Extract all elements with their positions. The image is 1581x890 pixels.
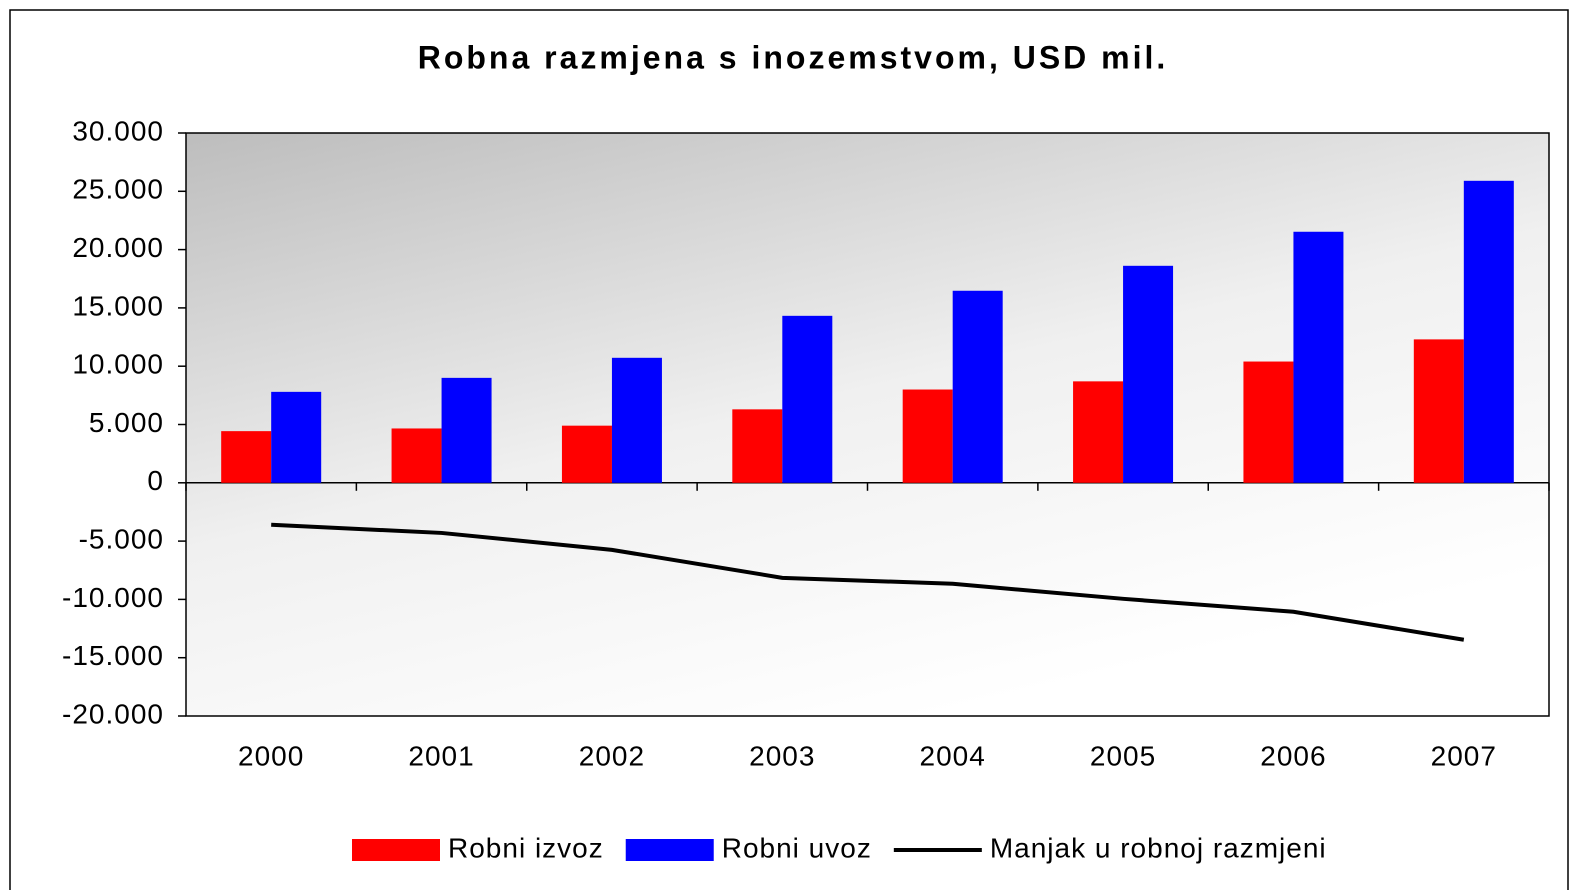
bar xyxy=(1413,339,1464,483)
x-tick-label: 2004 xyxy=(920,740,986,771)
legend-swatch xyxy=(625,839,714,861)
bar xyxy=(1243,361,1294,483)
x-tick-label: 2005 xyxy=(1090,740,1156,771)
y-tick-label: 0 xyxy=(147,465,164,496)
bar xyxy=(1463,180,1514,483)
y-tick-label: -20.000 xyxy=(62,698,164,729)
x-tick-label: 2002 xyxy=(579,740,645,771)
y-tick-label: -5.000 xyxy=(79,523,164,554)
y-tick-label: -15.000 xyxy=(62,640,164,671)
legend-swatch xyxy=(352,839,440,861)
legend-label: Robni izvoz xyxy=(448,832,604,863)
bar xyxy=(611,357,662,483)
y-tick-label: 10.000 xyxy=(72,349,164,380)
y-tick-label: -10.000 xyxy=(62,582,164,613)
x-tick-label: 2001 xyxy=(408,740,474,771)
bar xyxy=(561,425,612,483)
y-tick-label: 5.000 xyxy=(89,407,164,438)
bar xyxy=(1293,231,1344,483)
x-tick-label: 2006 xyxy=(1260,740,1326,771)
bar xyxy=(1123,265,1174,483)
bar xyxy=(441,377,492,483)
bar xyxy=(221,431,272,483)
y-tick-label: 15.000 xyxy=(72,290,164,321)
legend-label: Robni uvoz xyxy=(722,832,872,863)
x-tick-label: 2000 xyxy=(238,740,304,771)
y-tick-label: 20.000 xyxy=(72,232,164,263)
y-tick-label: 30.000 xyxy=(72,115,164,146)
line xyxy=(271,522,1465,642)
chart-title: Robna razmjena s inozemstvom, USD mil. xyxy=(418,39,1169,75)
bar xyxy=(902,389,953,483)
bar xyxy=(782,315,833,483)
bar xyxy=(952,290,1003,483)
x-tick-label: 2003 xyxy=(749,740,815,771)
legend-label: Manjak u robnoj razmjeni xyxy=(990,832,1327,863)
x-tick-label: 2007 xyxy=(1431,740,1497,771)
bar xyxy=(271,391,322,483)
bar xyxy=(391,428,442,483)
bar xyxy=(1073,381,1124,483)
y-tick-label: 25.000 xyxy=(72,174,164,205)
bar xyxy=(732,409,783,483)
plot-area xyxy=(185,132,1550,717)
